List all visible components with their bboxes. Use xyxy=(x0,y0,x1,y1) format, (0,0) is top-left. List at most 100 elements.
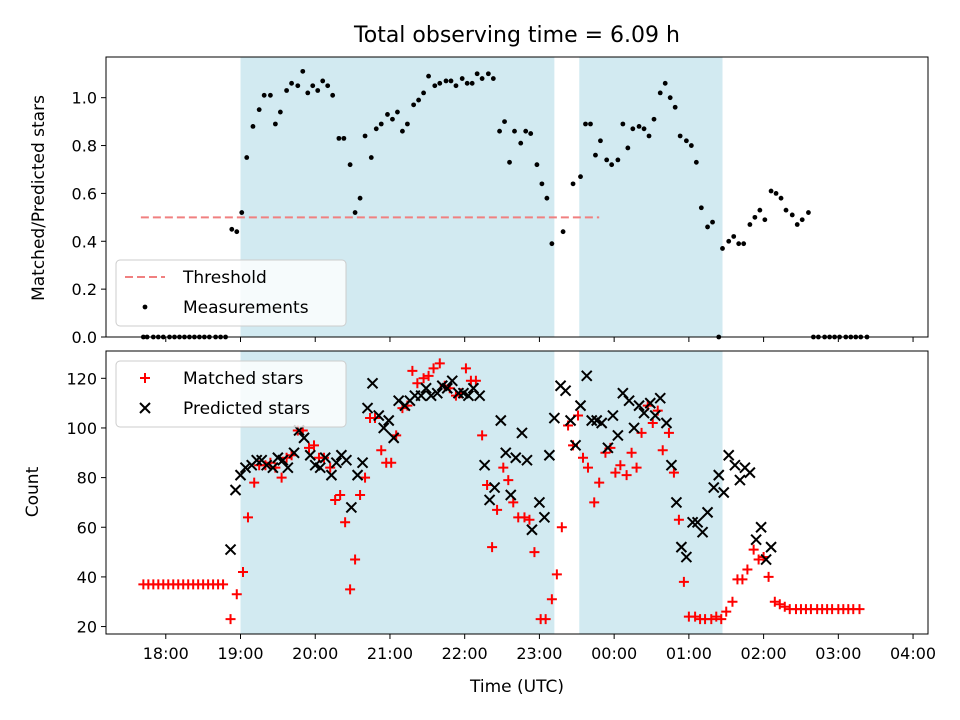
predicted-star-point xyxy=(660,417,673,429)
top-ylabel: Matched/Predicted stars xyxy=(29,95,49,301)
measurement-point xyxy=(373,126,379,132)
measurement-point xyxy=(518,140,524,146)
legend: Matched stars Predicted stars xyxy=(115,360,347,428)
measurement-point xyxy=(512,128,517,134)
measurement-point xyxy=(330,92,336,98)
predicted-star-point xyxy=(431,387,443,399)
measurement-point xyxy=(426,73,431,79)
matched-star-point xyxy=(407,365,418,376)
y-tick-label: 80 xyxy=(77,469,97,488)
measurement-point xyxy=(604,157,610,163)
predicted-star-point xyxy=(548,412,561,424)
measurement-point xyxy=(672,104,678,110)
predicted-star-point xyxy=(750,533,762,546)
matched-star-point xyxy=(621,470,632,481)
measurement-point xyxy=(256,107,262,113)
y-tick-label: 0.0 xyxy=(72,328,97,347)
predicted-star-point xyxy=(665,459,678,471)
x-tick-label: 04:00 xyxy=(890,644,936,663)
measurement-point xyxy=(625,145,631,151)
predicted-star-point xyxy=(543,449,556,461)
measurement-point xyxy=(677,133,683,139)
measurement-point xyxy=(443,78,449,84)
predicted-star-point xyxy=(607,409,619,422)
measurement-point xyxy=(762,217,768,223)
x-tick-label: 01:00 xyxy=(666,644,712,663)
measurement-point xyxy=(395,109,400,115)
measurement-point xyxy=(806,210,811,215)
measurement-point xyxy=(390,116,395,122)
measurement-point xyxy=(347,162,353,168)
measurement-point xyxy=(469,80,475,86)
measurement-point xyxy=(726,238,732,244)
matched-star-point xyxy=(308,440,319,451)
predicted-star-point xyxy=(564,414,577,427)
predicted-star-point xyxy=(234,469,247,481)
matched-star-point xyxy=(376,445,387,456)
measurement-point xyxy=(368,155,374,160)
measurement-point xyxy=(731,234,737,239)
legend-frame xyxy=(115,360,347,428)
matched-star-point xyxy=(492,504,503,515)
series-predicted-stars xyxy=(224,370,777,566)
predicted-star-point xyxy=(602,442,614,454)
matched-star-point xyxy=(498,462,509,473)
measurement-point xyxy=(578,174,583,180)
matched-star-point xyxy=(615,460,626,471)
measurement-point xyxy=(609,162,615,168)
matched-star-point xyxy=(460,363,471,374)
measurement-point xyxy=(657,90,663,96)
predicted-star-point xyxy=(288,447,300,459)
predicted-star-point xyxy=(569,439,582,452)
legend-label: Threshold xyxy=(182,268,267,288)
measurement-point xyxy=(357,195,363,201)
predicted-star-point xyxy=(718,486,730,499)
measurement-point xyxy=(416,97,422,103)
predicted-star-point xyxy=(415,389,427,402)
measurement-point xyxy=(783,207,789,213)
measurement-point xyxy=(741,241,747,247)
matched-star-point xyxy=(238,566,248,577)
measurement-point xyxy=(698,205,704,211)
measurement-point xyxy=(560,229,566,235)
matched-star-point xyxy=(325,462,336,473)
matched-star-point xyxy=(225,614,236,625)
measurement-point xyxy=(768,188,774,194)
matched-star-point xyxy=(340,517,351,528)
matched-star-point xyxy=(335,489,346,500)
measurement-point xyxy=(641,126,647,132)
measurement-point xyxy=(289,80,294,86)
measurement-point xyxy=(341,135,347,141)
matched-star-point xyxy=(276,472,287,483)
predicted-star-point xyxy=(239,461,252,474)
x-tick-label: 22:00 xyxy=(442,644,488,663)
axes-frame xyxy=(105,56,929,338)
measurement-point xyxy=(528,131,534,136)
x-tick-label: 19:00 xyxy=(217,644,263,663)
measurement-point xyxy=(437,80,443,86)
y-tick-label: 20 xyxy=(77,618,97,637)
measurement-point xyxy=(432,83,438,89)
matched-star-point xyxy=(610,467,621,478)
matched-star-point xyxy=(678,576,689,587)
measurement-point xyxy=(693,159,699,165)
predicted-star-point xyxy=(581,370,593,382)
predicted-star-point xyxy=(250,454,263,466)
matched-star-point xyxy=(423,370,434,381)
matched-star-point xyxy=(360,472,371,483)
bottom-ylabel: Count xyxy=(23,466,43,517)
predicted-star-point xyxy=(488,481,501,494)
measurement-point xyxy=(799,217,805,223)
predicted-star-point xyxy=(559,385,572,397)
matched-star-point xyxy=(673,514,684,525)
predicted-star-point xyxy=(267,461,279,474)
predicted-star-point xyxy=(425,389,437,402)
measurement-point xyxy=(752,214,758,220)
measurement-point xyxy=(421,90,426,96)
measurement-point xyxy=(789,212,795,218)
measurement-point xyxy=(539,181,545,187)
predicted-star-point xyxy=(595,417,608,429)
measurement-point xyxy=(474,71,480,77)
measurement-point xyxy=(385,112,390,117)
measurement-point xyxy=(502,119,507,125)
